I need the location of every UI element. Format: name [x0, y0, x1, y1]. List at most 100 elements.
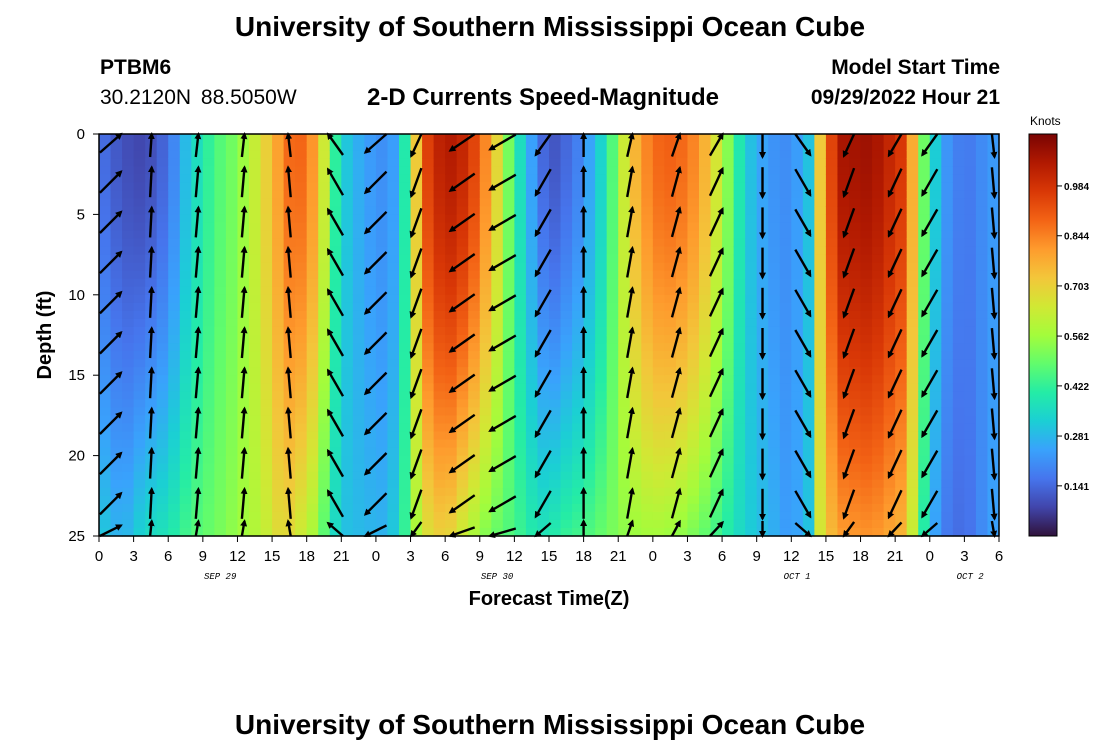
heatmap-cell [99, 246, 112, 256]
current-arrow [147, 245, 155, 278]
current-arrow [285, 446, 293, 479]
heatmap-cell [572, 463, 585, 473]
heatmap-cell [664, 326, 677, 336]
heatmap-cell [433, 222, 446, 232]
heatmap-cell [814, 310, 827, 320]
current-arrow [99, 132, 123, 154]
heatmap-cell [572, 391, 585, 400]
heatmap-cell [133, 415, 146, 425]
heatmap-cell [133, 246, 146, 256]
heatmap-cell [468, 158, 481, 167]
heatmap-cell [168, 463, 181, 473]
heatmap-cell [295, 238, 308, 248]
heatmap-cell [237, 190, 250, 199]
heatmap-cell [237, 270, 250, 280]
heatmap-cell [883, 423, 896, 433]
heatmap-cell [595, 302, 608, 312]
heatmap-cell [572, 527, 585, 537]
main-title: University of Southern Mississippi Ocean… [234, 11, 866, 42]
heatmap-cell [156, 471, 169, 481]
heatmap-cell [445, 134, 458, 143]
current-arrow [534, 409, 552, 439]
heatmap-cell [860, 174, 873, 183]
heatmap-cell [802, 439, 815, 449]
heatmap-cell [975, 423, 989, 433]
heatmap-cell [722, 134, 735, 143]
heatmap-cell [583, 487, 596, 497]
heatmap-cell [306, 310, 319, 320]
heatmap-cell [214, 351, 227, 360]
heatmap-cell [295, 278, 308, 288]
current-arrow [326, 368, 345, 397]
heatmap-cell [745, 479, 758, 489]
heatmap-cell [375, 351, 389, 360]
heatmap-cell [629, 391, 642, 400]
heatmap-cell [260, 294, 273, 304]
heatmap-cell [883, 399, 896, 408]
heatmap-cell [583, 463, 596, 473]
heatmap-cell [952, 150, 965, 159]
heatmap-cell [387, 190, 400, 199]
heatmap-cell [329, 359, 342, 368]
heatmap-cell [929, 415, 942, 425]
heatmap-cell [849, 134, 862, 143]
heatmap-cell [618, 294, 631, 304]
heatmap-cell [318, 174, 331, 183]
heatmap-cell [906, 519, 919, 529]
heatmap-cell [802, 367, 815, 376]
heatmap-cell [364, 158, 377, 167]
heatmap-cell [560, 230, 573, 240]
heatmap-cell [514, 150, 527, 159]
heatmap-cell [941, 206, 954, 215]
current-arrow [794, 490, 812, 519]
heatmap-cell [710, 471, 723, 481]
current-arrow [326, 167, 345, 196]
heatmap-cell [618, 423, 631, 433]
heatmap-cell [802, 375, 815, 384]
heatmap-cell [918, 439, 931, 449]
heatmap-cell [456, 294, 469, 304]
heatmap-cell [214, 511, 227, 521]
heatmap-cell [952, 431, 965, 441]
current-arrow [887, 489, 903, 520]
heatmap-cell [641, 351, 654, 360]
heatmap-cell [745, 439, 758, 449]
heatmap-cell [629, 246, 642, 256]
heatmap-cell [779, 399, 792, 408]
heatmap-cell [687, 367, 700, 376]
x-tick-label: 21 [887, 548, 904, 565]
heatmap-cell [699, 174, 712, 183]
heatmap-cell [952, 527, 965, 537]
heatmap-cell [329, 254, 342, 264]
heatmap-cell [110, 254, 123, 264]
heatmap-cell [618, 254, 631, 264]
heatmap-cell [675, 294, 689, 304]
heatmap-cell [722, 383, 735, 392]
heatmap-cell [572, 375, 585, 384]
heatmap-cell [710, 294, 723, 304]
heatmap-cell [249, 511, 262, 521]
current-arrow [488, 374, 517, 392]
heatmap-cell [133, 158, 146, 167]
heatmap-cell [133, 471, 146, 481]
heatmap-cell [641, 214, 654, 224]
heatmap-cell [179, 142, 192, 151]
heatmap-cell [502, 359, 515, 368]
heatmap-cell [122, 294, 135, 304]
heatmap-cell [214, 447, 227, 457]
heatmap-cell [629, 206, 642, 215]
heatmap-cell [179, 270, 192, 280]
heatmap-cell [722, 246, 735, 256]
heatmap-cell [941, 246, 954, 256]
heatmap-cell [491, 238, 504, 248]
heatmap-cell [929, 455, 942, 465]
heatmap-cell [895, 214, 908, 224]
heatmap-cell [329, 150, 342, 159]
heatmap-cell [687, 262, 700, 272]
heatmap-cell [364, 190, 377, 199]
heatmap-cell [664, 351, 677, 360]
heatmap-cell [975, 150, 989, 159]
heatmap-cell [422, 302, 435, 312]
heatmap-cell [641, 254, 654, 264]
heatmap-cell [860, 222, 873, 232]
